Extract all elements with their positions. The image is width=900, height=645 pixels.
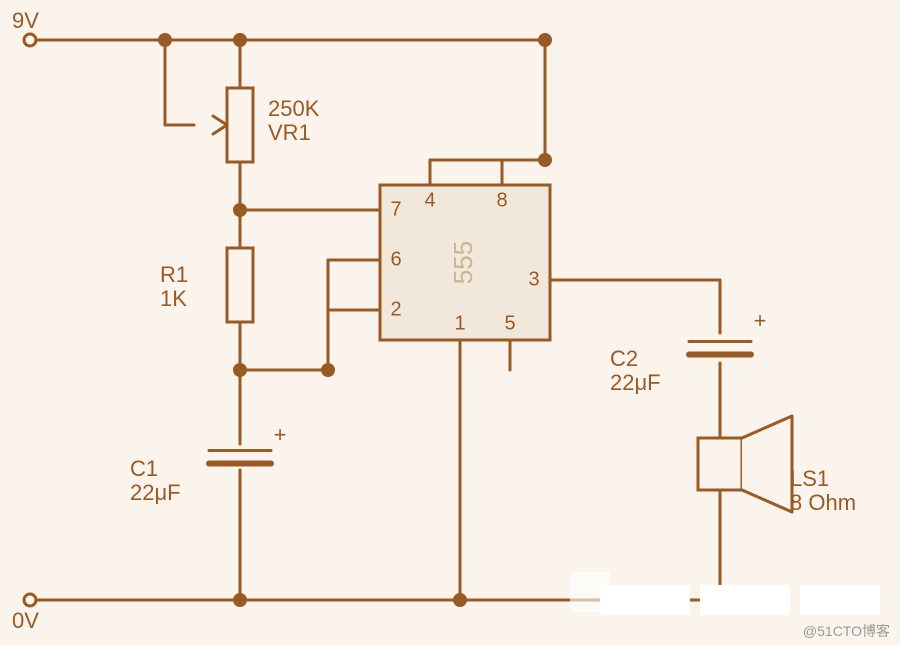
svg-text:8 Ohm: 8 Ohm	[790, 490, 856, 515]
svg-text:VR1: VR1	[268, 120, 311, 145]
svg-text:LS1: LS1	[790, 466, 829, 491]
svg-text:+: +	[754, 308, 767, 333]
svg-text:250K: 250K	[268, 96, 320, 121]
svg-text:R1: R1	[160, 262, 188, 287]
svg-text:2: 2	[390, 298, 401, 320]
svg-text:22μF: 22μF	[130, 480, 181, 505]
svg-text:22μF: 22μF	[610, 370, 661, 395]
svg-text:9V: 9V	[12, 8, 39, 33]
svg-text:5: 5	[504, 312, 515, 334]
schematic-svg: 9V0V250KVR1R11K+C122μF+C222μF55576234815…	[0, 0, 900, 645]
svg-text:6: 6	[390, 248, 401, 270]
svg-text:7: 7	[390, 198, 401, 220]
svg-text:1: 1	[454, 312, 465, 334]
svg-text:C2: C2	[610, 346, 638, 371]
svg-text:C1: C1	[130, 456, 158, 481]
svg-text:+: +	[274, 422, 287, 447]
svg-text:1K: 1K	[160, 286, 187, 311]
svg-text:8: 8	[496, 189, 507, 211]
svg-text:555: 555	[448, 241, 478, 284]
svg-text:3: 3	[528, 268, 539, 290]
svg-text:4: 4	[424, 189, 435, 211]
schematic-canvas: 9V0V250KVR1R11K+C122μF+C222μF55576234815…	[0, 0, 900, 645]
svg-text:0V: 0V	[12, 608, 39, 633]
